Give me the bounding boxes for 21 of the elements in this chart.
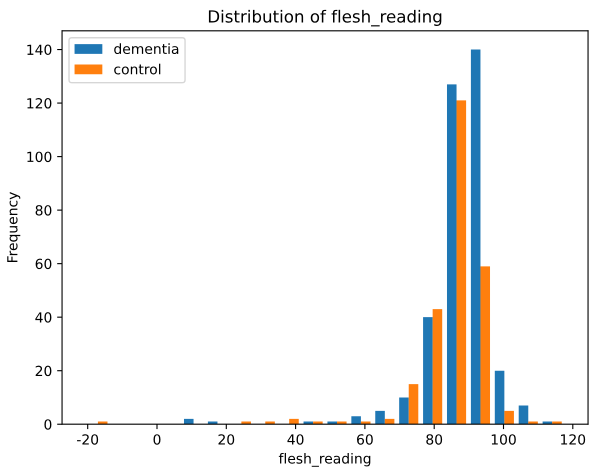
y-tick-label: 100 (27, 152, 52, 162)
x-tick-label: 0 (153, 434, 160, 445)
x-tick-label: 120 (561, 434, 586, 445)
y-tick-label: 80 (36, 205, 52, 216)
y-tick-label: 40 (35, 312, 52, 323)
legend-label: control (114, 64, 160, 74)
chart-title: Distribution of flesh_reading (208, 10, 442, 26)
x-tick-label: 60 (357, 434, 373, 445)
legend-label: dementia (114, 43, 178, 54)
y-tick-label: 140 (27, 44, 52, 56)
x-tick-label: 80 (426, 434, 442, 445)
x-tick-label: 40 (287, 434, 304, 445)
y-tick-label: 60 (36, 258, 52, 270)
x-axis-title: flesh_reading (278, 452, 370, 467)
x-tick-label: -20 (77, 434, 98, 445)
x-tick-label: 100 (492, 434, 516, 445)
y-tick-label: 20 (36, 366, 52, 376)
y-axis-title: Frequency (7, 192, 20, 262)
y-tick-label: 120 (27, 98, 52, 109)
x-tick-label: 20 (218, 434, 234, 445)
y-tick-label: 0 (44, 419, 52, 430)
